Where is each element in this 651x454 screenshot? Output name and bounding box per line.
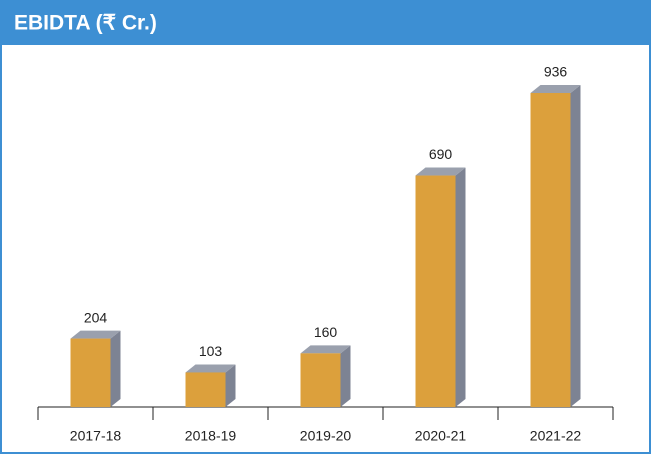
bar [530,93,571,407]
x-tick-label: 2020-21 [415,428,467,444]
bar-top [415,167,466,176]
data-label: 204 [84,309,108,325]
bar-side [340,345,351,407]
bar-side [455,167,466,407]
bar [300,353,341,407]
bar [70,338,111,407]
x-tick-label: 2017-18 [70,428,122,444]
bar-side [225,364,236,407]
bar [415,175,456,407]
bar-top [300,345,351,354]
bar-top [530,85,581,93]
data-label: 936 [544,64,568,80]
x-tick-label: 2019-20 [300,428,352,444]
x-tick-label: 2018-19 [185,428,237,444]
data-label: 103 [199,343,223,359]
data-label: 160 [314,324,338,340]
bar-side [110,330,121,407]
data-label: 690 [429,146,453,162]
bar-side [570,85,581,407]
bar [185,372,226,407]
chart-title: EBIDTA (₹ Cr.) [14,12,157,35]
bar-top [70,330,121,339]
header-band [0,0,651,45]
bar-top [185,364,236,373]
x-tick-label: 2021-22 [530,428,582,444]
